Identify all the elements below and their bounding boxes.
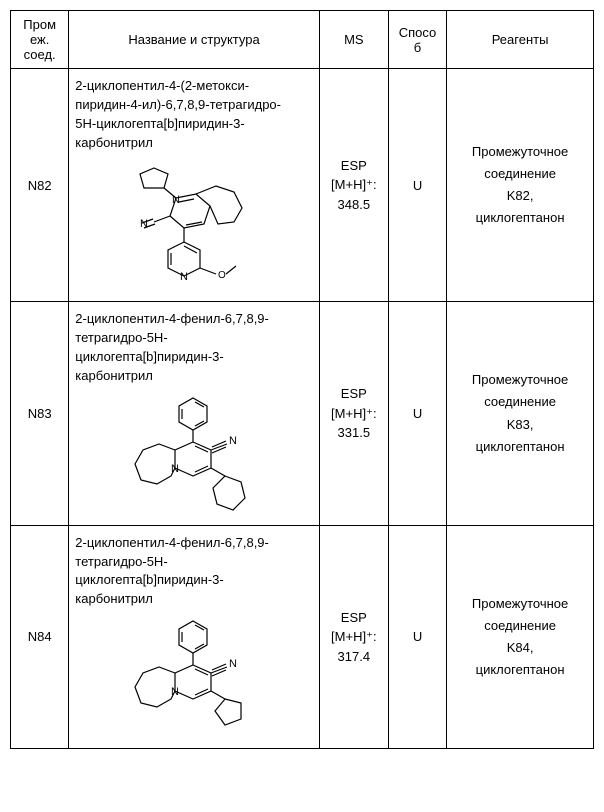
header-name: Название и структура (69, 11, 319, 69)
method-cell: U (388, 69, 446, 302)
svg-text:O: O (218, 270, 226, 281)
ms-value: 317.4 (324, 647, 384, 667)
ms-cell: ESP [M+H]⁺: 317.4 (319, 525, 388, 748)
reagents-cell: ПромежуточноесоединениеK83,циклогептанон (447, 302, 594, 525)
compound-id: N82 (11, 69, 69, 302)
structure-n82: N N (75, 160, 312, 293)
ms-ion: [M+H]⁺: (324, 404, 384, 424)
table-row: N84 2-циклопентил-4-фенил-6,7,8,9-тетраг… (11, 525, 594, 748)
compound-id: N84 (11, 525, 69, 748)
method-cell: U (388, 525, 446, 748)
ms-value: 348.5 (324, 195, 384, 215)
reagents-cell: ПромежуточноесоединениеK82,циклогептанон (447, 69, 594, 302)
header-method: Способ (388, 11, 446, 69)
compounds-table: Промеж.соед. Название и структура MS Спо… (10, 10, 594, 749)
method-cell: U (388, 302, 446, 525)
table-row: N82 2-циклопентил-4-(2-метокси-пиридин-4… (11, 69, 594, 302)
ms-cell: ESP [M+H]⁺: 348.5 (319, 69, 388, 302)
table-row: N83 2-циклопентил-4-фенил-6,7,8,9-тетраг… (11, 302, 594, 525)
ms-ion: [M+H]⁺: (324, 175, 384, 195)
structure-n83: N N (75, 394, 312, 517)
compound-name: 2-циклопентил-4-фенил-6,7,8,9-тетрагидро… (75, 534, 312, 609)
ms-ion: [M+H]⁺: (324, 627, 384, 647)
compound-name-cell: 2-циклопентил-4-фенил-6,7,8,9-тетрагидро… (69, 302, 319, 525)
ms-value: 331.5 (324, 423, 384, 443)
chemical-structure-icon: N N (119, 617, 269, 737)
ms-cell: ESP [M+H]⁺: 331.5 (319, 302, 388, 525)
ms-label: ESP (324, 384, 384, 404)
compound-name: 2-циклопентил-4-(2-метокси-пиридин-4-ил)… (75, 77, 312, 152)
header-row: Промеж.соед. Название и структура MS Спо… (11, 11, 594, 69)
ms-label: ESP (324, 608, 384, 628)
compound-name-cell: 2-циклопентил-4-фенил-6,7,8,9-тетрагидро… (69, 525, 319, 748)
svg-text:N: N (180, 271, 188, 283)
svg-text:N: N (140, 218, 148, 230)
compound-id: N83 (11, 302, 69, 525)
svg-text:N: N (229, 658, 237, 670)
ms-label: ESP (324, 156, 384, 176)
header-ms: MS (319, 11, 388, 69)
compound-name-cell: 2-циклопентил-4-(2-метокси-пиридин-4-ил)… (69, 69, 319, 302)
svg-text:N: N (229, 435, 237, 447)
svg-text:N: N (172, 194, 180, 206)
reagents-cell: ПромежуточноесоединениеK84,циклогептанон (447, 525, 594, 748)
chemical-structure-icon: N N (119, 394, 269, 514)
header-reagents: Реагенты (447, 11, 594, 69)
chemical-structure-icon: N N (124, 160, 264, 290)
structure-n84: N N (75, 617, 312, 740)
compound-name: 2-циклопентил-4-фенил-6,7,8,9-тетрагидро… (75, 310, 312, 385)
header-id: Промеж.соед. (11, 11, 69, 69)
